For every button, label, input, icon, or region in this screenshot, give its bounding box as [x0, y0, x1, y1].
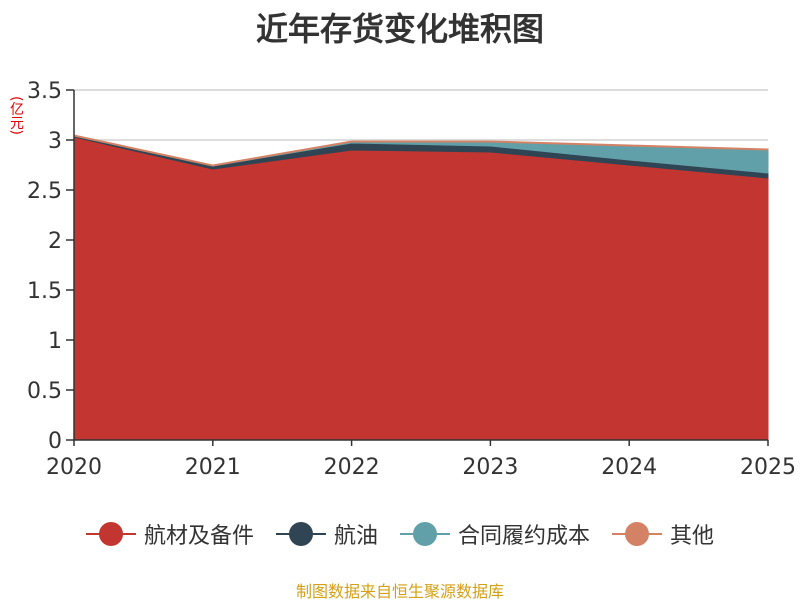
legend: 航材及备件 航油 合同履约成本 其他	[0, 518, 800, 550]
y-tick-label: 3	[48, 129, 62, 154]
data-source-note: 制图数据来自恒生聚源数据库	[295, 582, 504, 600]
area-series	[73, 136, 769, 441]
x-tick-label: 2023	[462, 455, 518, 480]
legend-marker-icon	[85, 521, 136, 547]
y-tick-label: 2	[48, 229, 62, 254]
x-tick-label: 2022	[324, 455, 380, 480]
y-tick-label: 1	[48, 329, 62, 354]
y-tick-label: 2.5	[27, 179, 62, 204]
legend-item[interactable]: 航材及备件	[85, 518, 254, 550]
legend-marker-icon	[612, 521, 663, 547]
y-axis-unit: (亿元)	[8, 96, 24, 135]
legend-item[interactable]: 其他	[612, 518, 714, 550]
chart-title: 近年存货变化堆积图	[255, 10, 544, 48]
legend-label: 其他	[670, 524, 715, 549]
x-tick-label: 2020	[46, 455, 102, 480]
legend-marker-icon	[275, 521, 326, 547]
legend-label: 航材及备件	[143, 524, 254, 549]
x-tick-label: 2024	[601, 455, 657, 480]
y-tick-label: 0	[48, 429, 62, 454]
legend-item[interactable]: 航油	[275, 518, 378, 550]
y-tick-label: 0.5	[27, 379, 62, 404]
y-tick-label: 3.5	[27, 79, 62, 104]
y-tick-label: 1.5	[27, 279, 62, 304]
legend-label: 合同履约成本	[458, 524, 591, 549]
legend-marker-icon	[400, 521, 450, 547]
x-tick-label: 2025	[740, 455, 796, 480]
area-series	[73, 134, 769, 167]
legend-item[interactable]: 合同履约成本	[400, 518, 590, 550]
x-tick-label: 2021	[185, 455, 241, 480]
legend-label: 航油	[333, 524, 378, 549]
